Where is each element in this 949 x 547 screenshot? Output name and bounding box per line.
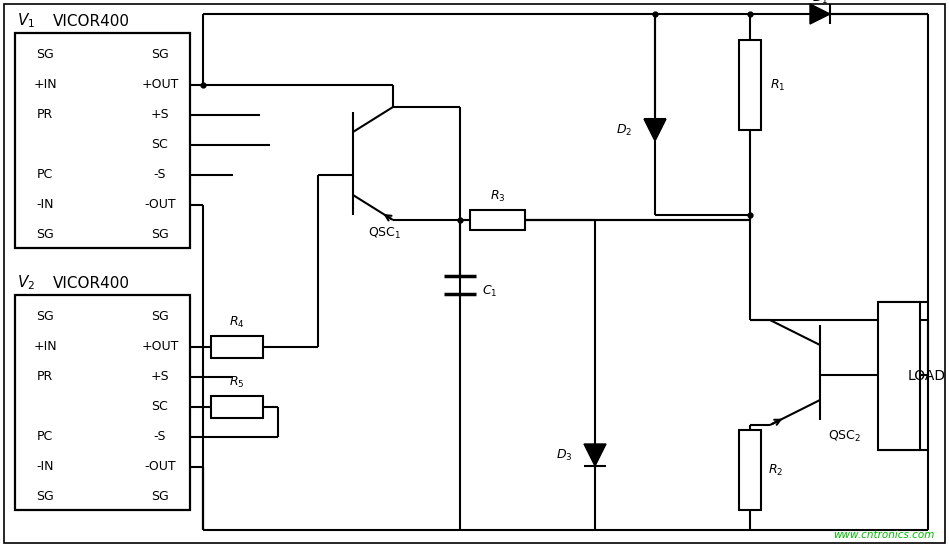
Bar: [211, 396, 263, 418]
Text: SC: SC: [152, 138, 168, 152]
Polygon shape: [644, 119, 666, 141]
Bar: [739, 40, 761, 130]
Text: PR: PR: [37, 108, 53, 121]
Text: PC: PC: [37, 430, 53, 444]
Text: SC: SC: [152, 400, 168, 414]
Text: PR: PR: [37, 370, 53, 383]
Text: +OUT: +OUT: [141, 79, 178, 91]
Text: QSC$_1$: QSC$_1$: [368, 225, 401, 241]
Text: LOAD: LOAD: [908, 369, 946, 383]
Bar: [15, 295, 190, 510]
Text: VICOR400: VICOR400: [53, 14, 130, 28]
Text: SG: SG: [151, 229, 169, 241]
Text: -IN: -IN: [36, 199, 54, 212]
Text: -IN: -IN: [36, 461, 54, 474]
Text: $R_4$: $R_4$: [229, 315, 245, 329]
Text: +S: +S: [151, 108, 169, 121]
Bar: [15, 33, 190, 248]
Text: $V_2$: $V_2$: [17, 274, 35, 292]
Text: $D_3$: $D_3$: [556, 447, 573, 463]
Text: $R_5$: $R_5$: [230, 375, 245, 389]
Bar: [878, 302, 920, 450]
Text: www.cntronics.com: www.cntronics.com: [833, 530, 935, 540]
Bar: [211, 336, 263, 358]
Text: PC: PC: [37, 168, 53, 182]
Text: +OUT: +OUT: [141, 340, 178, 353]
Text: $C_1$: $C_1$: [482, 283, 497, 299]
Text: -S: -S: [154, 168, 166, 182]
Text: $D_2$: $D_2$: [616, 123, 632, 137]
Text: +IN: +IN: [33, 79, 57, 91]
Text: SG: SG: [36, 491, 54, 503]
Text: $D_1$: $D_1$: [811, 0, 828, 5]
Bar: [470, 210, 525, 230]
Text: +IN: +IN: [33, 340, 57, 353]
Text: SG: SG: [151, 491, 169, 503]
Text: SG: SG: [151, 311, 169, 323]
Polygon shape: [810, 4, 830, 24]
Text: $R_3$: $R_3$: [490, 189, 505, 203]
Text: +S: +S: [151, 370, 169, 383]
Text: SG: SG: [36, 229, 54, 241]
Text: $R_2$: $R_2$: [768, 462, 783, 478]
Polygon shape: [584, 444, 606, 466]
Text: -OUT: -OUT: [144, 199, 176, 212]
Text: SG: SG: [151, 49, 169, 61]
Text: $V_1$: $V_1$: [17, 11, 35, 30]
Text: -OUT: -OUT: [144, 461, 176, 474]
Text: VICOR400: VICOR400: [53, 276, 130, 290]
Text: SG: SG: [36, 49, 54, 61]
Text: QSC$_2$: QSC$_2$: [828, 428, 862, 444]
Text: SG: SG: [36, 311, 54, 323]
Bar: [739, 430, 761, 510]
Text: -S: -S: [154, 430, 166, 444]
Text: $R_1$: $R_1$: [770, 78, 786, 92]
